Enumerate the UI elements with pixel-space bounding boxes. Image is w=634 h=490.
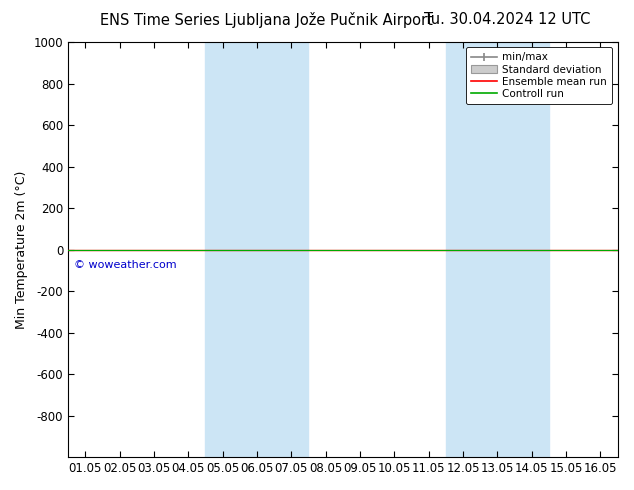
Y-axis label: Min Temperature 2m (°C): Min Temperature 2m (°C): [15, 171, 28, 329]
Legend: min/max, Standard deviation, Ensemble mean run, Controll run: min/max, Standard deviation, Ensemble me…: [466, 47, 612, 104]
Text: © woweather.com: © woweather.com: [74, 260, 176, 270]
Bar: [446, 42, 549, 457]
Bar: [205, 42, 309, 457]
Text: ENS Time Series Ljubljana Jože Pučnik Airport: ENS Time Series Ljubljana Jože Pučnik Ai…: [100, 12, 433, 28]
Text: Tu. 30.04.2024 12 UTC: Tu. 30.04.2024 12 UTC: [424, 12, 590, 27]
